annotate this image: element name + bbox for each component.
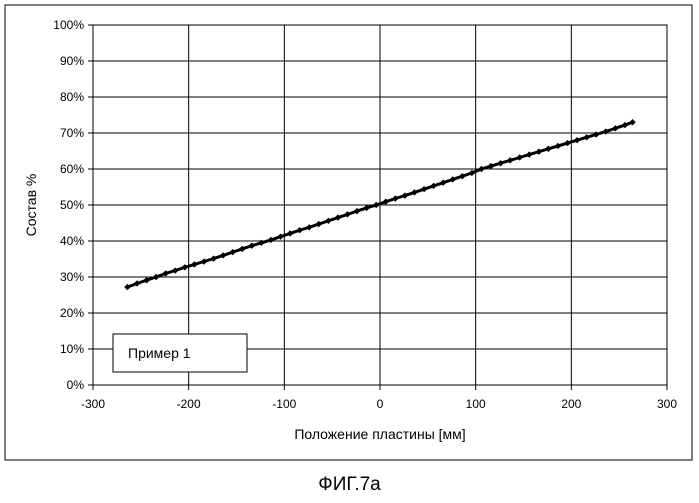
y-tick-label: 90%: [60, 54, 84, 68]
figure-caption: ФИГ.7а: [0, 474, 699, 496]
y-tick-label: 60%: [60, 162, 84, 176]
y-tick-label: 40%: [60, 234, 84, 248]
y-tick-label: 20%: [60, 306, 84, 320]
x-tick-label: 0: [377, 397, 384, 411]
x-axis-ticks: -300 -200 -100 0 100 200 300: [81, 385, 677, 411]
y-tick-label: 80%: [60, 90, 84, 104]
x-tick-label: -200: [177, 397, 201, 411]
chart-outer-frame: [5, 5, 692, 460]
x-axis-label: Положение пластины [мм]: [294, 426, 465, 442]
x-tick-label: -100: [272, 397, 296, 411]
x-tick-label: 200: [561, 397, 581, 411]
y-tick-label: 0%: [67, 378, 85, 392]
y-tick-label: 10%: [60, 342, 84, 356]
x-tick-label: 100: [466, 397, 486, 411]
y-tick-label: 70%: [60, 126, 84, 140]
legend: Пример 1: [113, 334, 247, 372]
y-tick-label: 100%: [53, 18, 84, 32]
x-tick-label: 300: [657, 397, 677, 411]
y-tick-label: 30%: [60, 270, 84, 284]
legend-entry-label: Пример 1: [128, 345, 191, 361]
y-axis-label: Состав %: [23, 174, 39, 237]
x-tick-label: -300: [81, 397, 105, 411]
y-tick-label: 50%: [60, 198, 84, 212]
y-axis-ticks: 0% 10% 20% 30% 40% 50% 60% 70% 80% 90% 100%: [53, 18, 93, 392]
